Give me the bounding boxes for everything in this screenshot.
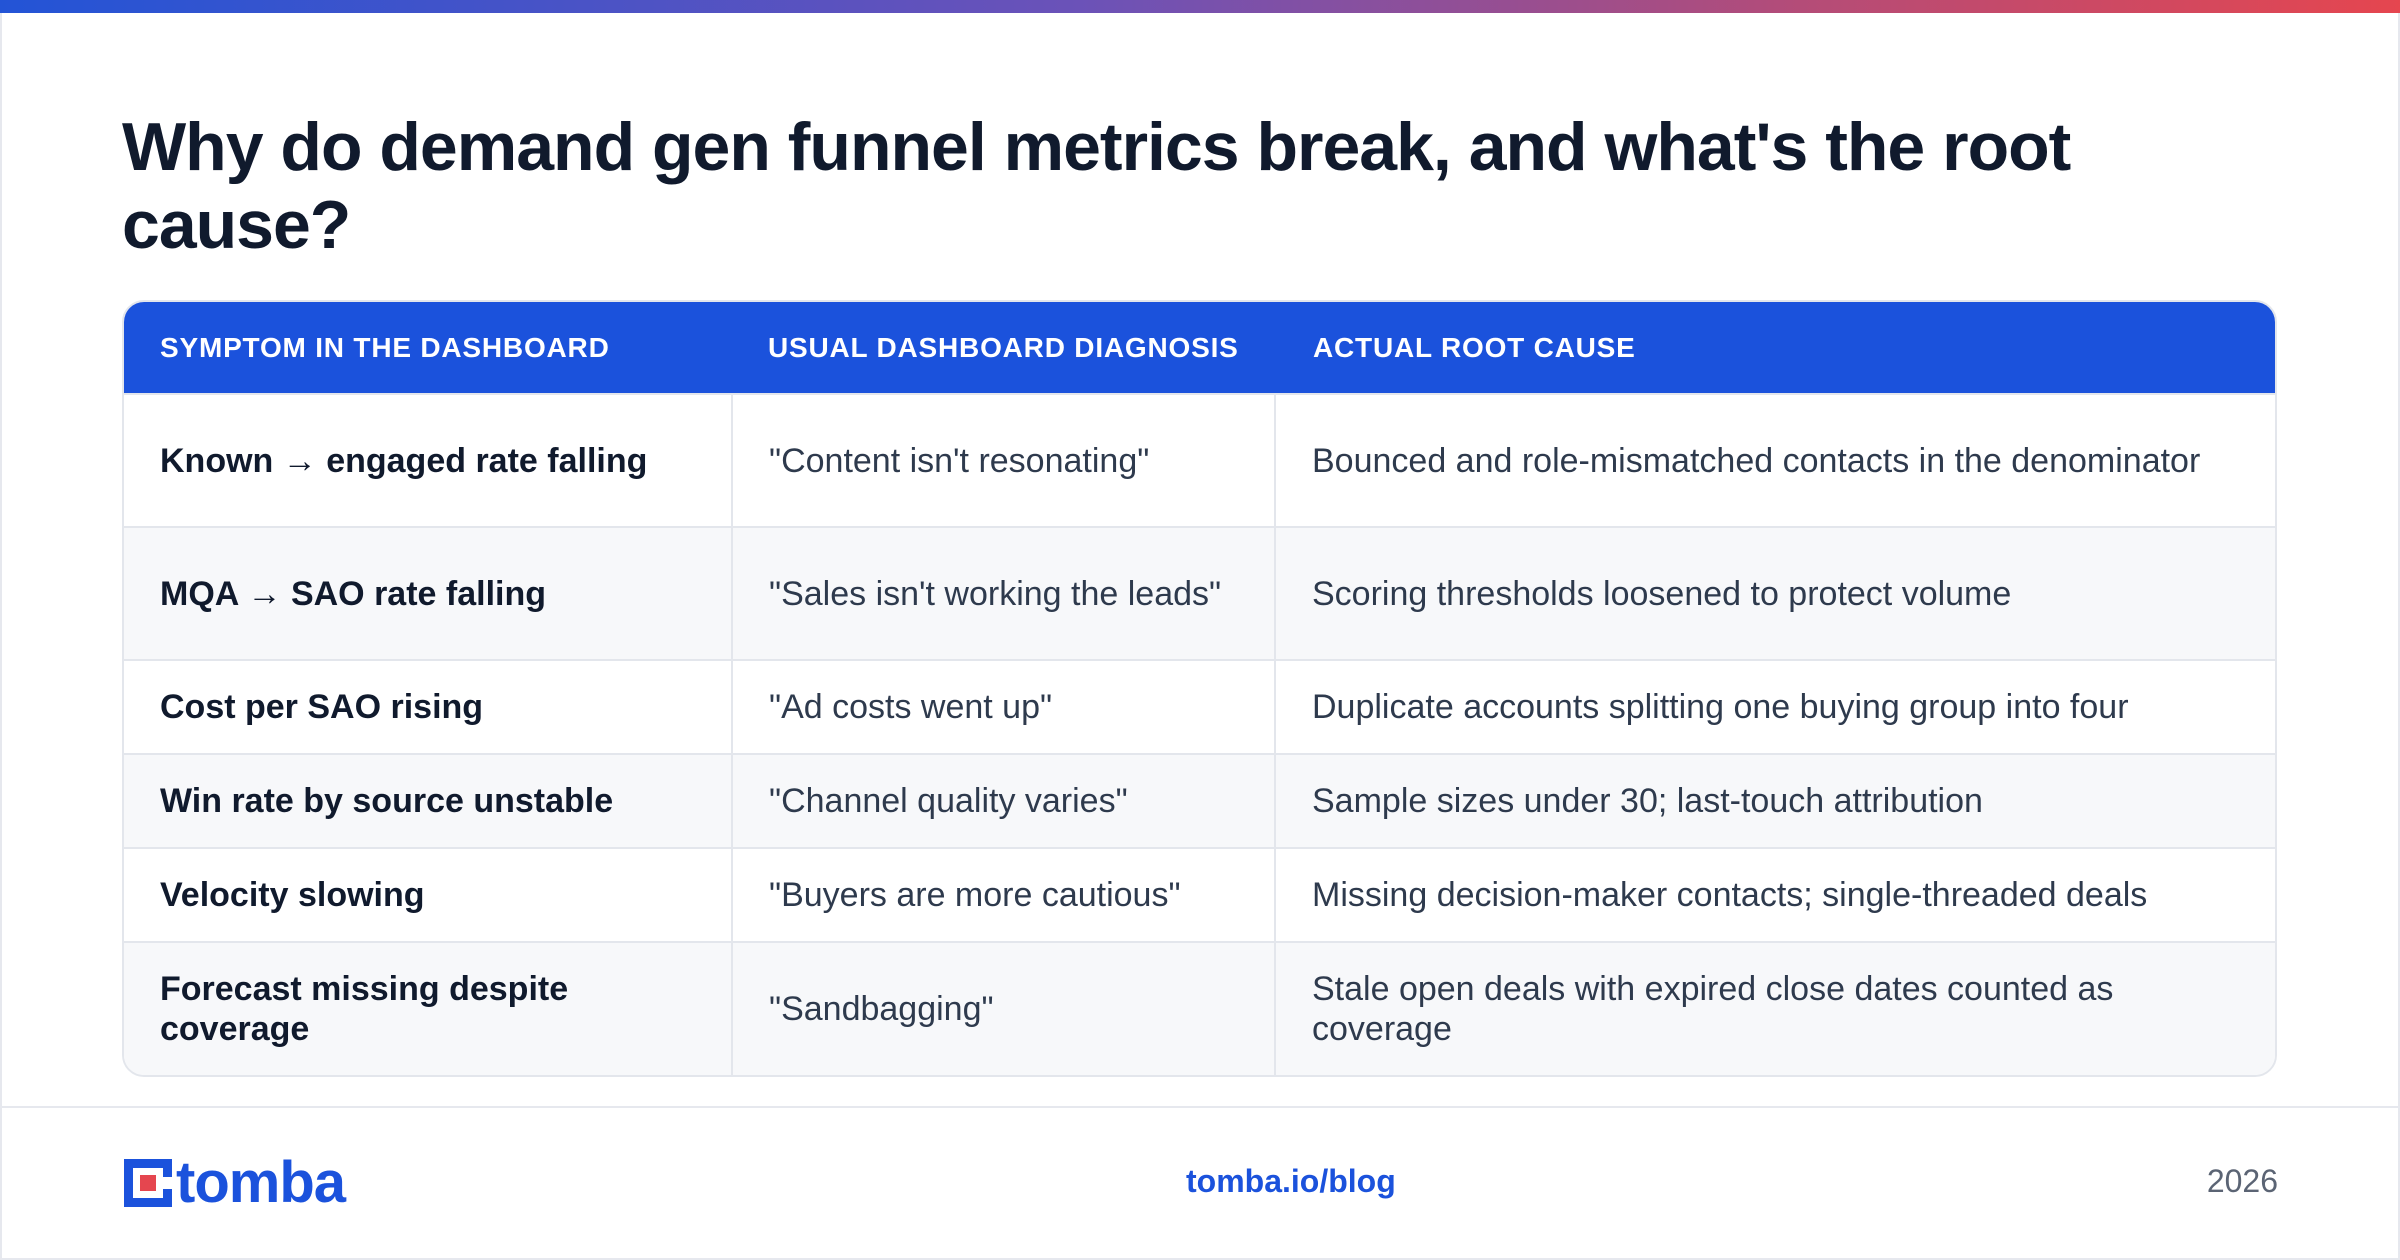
- diagnosis-cell: "Sales isn't working the leads": [731, 526, 1275, 660]
- diagnosis-cell: "Sandbagging": [731, 941, 1275, 1075]
- table-row: MQA → SAO rate falling "Sales isn't work…: [124, 526, 2275, 660]
- root-cause-cell: Duplicate accounts splitting one buying …: [1274, 659, 2275, 754]
- header-diagnosis: USUAL DASHBOARD DIAGNOSIS: [768, 331, 1239, 363]
- diagnosis-cell: "Content isn't resonating": [731, 393, 1275, 527]
- root-cause-cell: Sample sizes under 30; last-touch attrib…: [1274, 753, 2275, 848]
- diagnosis-cell: "Ad costs went up": [731, 659, 1275, 754]
- symptom-cell: Known → engaged rate falling: [124, 393, 732, 527]
- root-cause-cell: Scoring thresholds loosened to protect v…: [1274, 526, 2275, 660]
- blog-link[interactable]: tomba.io/blog: [1186, 1163, 1396, 1199]
- diagnosis-cell: "Channel quality varies": [731, 753, 1275, 848]
- symptom-cell: Forecast missing despite coverage: [124, 941, 732, 1075]
- top-gradient-bar: [0, 0, 2400, 13]
- symptom-cell: Velocity slowing: [124, 847, 732, 942]
- footer-year: 2026: [2206, 1163, 2278, 1199]
- symptom-cell: Cost per SAO rising: [124, 659, 732, 754]
- table-header-row: SYMPTOM IN THE DASHBOARD USUAL DASHBOARD…: [124, 302, 2275, 394]
- symptom-cell: Win rate by source unstable: [124, 753, 732, 848]
- table-row: Forecast missing despite coverage "Sandb…: [124, 941, 2275, 1075]
- footer-divider: [0, 1106, 2400, 1108]
- root-cause-cell: Bounced and role-mismatched contacts in …: [1274, 393, 2275, 527]
- tomba-logo: tomba: [122, 1150, 346, 1215]
- symptom-cell: MQA → SAO rate falling: [124, 526, 732, 660]
- table-row: Win rate by source unstable "Channel qua…: [124, 753, 2275, 848]
- tomba-logo-icon: [124, 1159, 174, 1207]
- root-cause-cell: Missing decision-maker contacts; single-…: [1274, 847, 2275, 942]
- table-row: Known → engaged rate falling "Content is…: [124, 393, 2275, 527]
- header-symptom: SYMPTOM IN THE DASHBOARD: [160, 331, 610, 363]
- diagnosis-cell: "Buyers are more cautious": [731, 847, 1275, 942]
- root-cause-cell: Stale open deals with expired close date…: [1274, 941, 2275, 1075]
- logo-text: tomba: [176, 1150, 346, 1215]
- table-row: Cost per SAO rising "Ad costs went up" D…: [124, 659, 2275, 754]
- page-title: Why do demand gen funnel metrics break, …: [122, 109, 2071, 263]
- table-row: Velocity slowing "Buyers are more cautio…: [124, 847, 2275, 942]
- header-root-cause: ACTUAL ROOT CAUSE: [1313, 331, 1636, 363]
- comparison-table: SYMPTOM IN THE DASHBOARD USUAL DASHBOARD…: [122, 300, 2277, 1077]
